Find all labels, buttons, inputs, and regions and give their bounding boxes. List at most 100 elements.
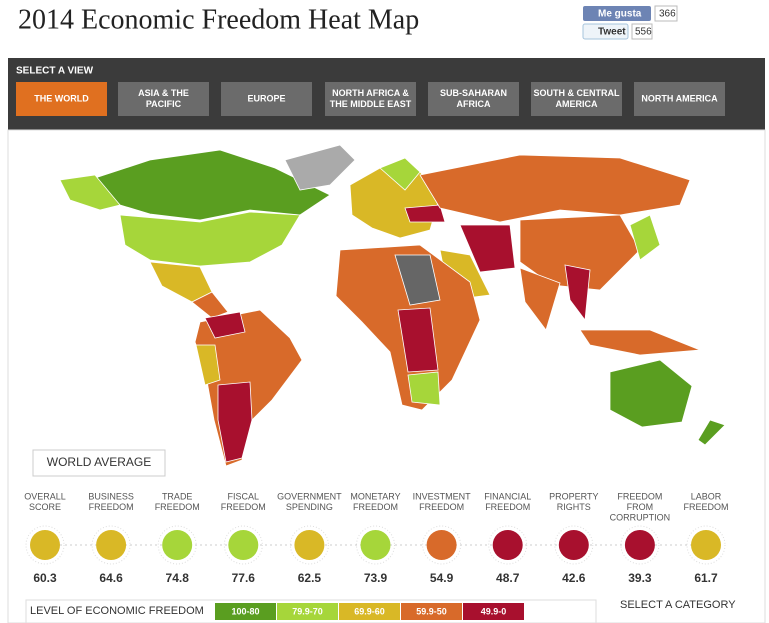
category-dot[interactable]	[360, 530, 391, 560]
view-tab-label[interactable]: NORTH AFRICA &	[332, 88, 409, 98]
legend-label: 79.9-70	[292, 606, 323, 616]
category-label[interactable]: FREEDOM	[155, 502, 200, 512]
category-label[interactable]: OVERALL	[24, 491, 66, 501]
category-score: 77.6	[232, 571, 256, 585]
category-label[interactable]: FISCAL	[228, 491, 260, 501]
category-label[interactable]: FREEDOM	[419, 502, 464, 512]
nav-heading: SELECT A VIEW	[16, 66, 94, 77]
view-tab-label[interactable]: SOUTH & CENTRAL	[534, 88, 620, 98]
category-label[interactable]: FREEDOM	[353, 502, 398, 512]
category-label[interactable]: PROPERTY	[549, 491, 598, 501]
region[interactable]	[191, 291, 229, 319]
category-dot[interactable]	[96, 530, 127, 560]
region[interactable]	[609, 359, 693, 428]
like-count-box	[654, 5, 678, 22]
category-label[interactable]: MONETARY	[350, 491, 400, 501]
view-tab[interactable]	[221, 82, 312, 116]
region[interactable]	[404, 204, 446, 223]
category-dot[interactable]	[691, 530, 721, 560]
category-dot[interactable]	[162, 530, 193, 560]
region[interactable]	[407, 371, 441, 406]
view-tab-label[interactable]: ASIA & THE	[138, 88, 189, 98]
region[interactable]	[204, 311, 246, 339]
view-tab[interactable]	[634, 82, 725, 116]
legend-swatch	[215, 603, 276, 620]
view-tab-label[interactable]: AFRICA	[457, 99, 491, 109]
view-tab-label[interactable]: THE MIDDLE EAST	[330, 99, 412, 109]
region[interactable]	[119, 211, 301, 267]
category-label[interactable]: SCORE	[29, 502, 61, 512]
category-dot[interactable]	[294, 530, 325, 560]
legend-label: 59.9-50	[416, 606, 447, 616]
legend-swatch	[339, 603, 400, 620]
category-label[interactable]: RIGHTS	[557, 502, 591, 512]
region[interactable]	[394, 254, 441, 306]
region[interactable]	[419, 154, 691, 223]
category-label[interactable]: FREEDOM	[221, 502, 266, 512]
view-tab[interactable]	[531, 82, 622, 116]
category-ring	[157, 525, 197, 565]
category-score: 74.8	[166, 571, 190, 585]
view-tab-label[interactable]: PACIFIC	[146, 99, 182, 109]
region[interactable]	[519, 214, 641, 291]
category-dot[interactable]	[624, 530, 655, 560]
category-label[interactable]: GOVERNMENT	[277, 491, 342, 501]
region[interactable]	[629, 214, 661, 261]
category-dot[interactable]	[426, 530, 457, 560]
category-dot[interactable]	[558, 530, 589, 560]
region[interactable]	[59, 174, 121, 211]
view-tab-label[interactable]: THE WORLD	[34, 93, 89, 103]
view-tab-label[interactable]: SUB-SAHARAN	[440, 88, 507, 98]
category-label[interactable]: FROM	[627, 502, 654, 512]
view-tab-label[interactable]: EUROPE	[247, 93, 285, 103]
region[interactable]	[397, 307, 439, 373]
region[interactable]	[697, 419, 726, 446]
view-tab-label[interactable]: AMERICA	[556, 99, 598, 109]
category-label[interactable]: CORRUPTION	[610, 512, 671, 522]
page-title: 2014 Economic Freedom Heat Map	[18, 4, 419, 35]
category-ring	[554, 525, 594, 565]
category-score: 73.9	[364, 571, 388, 585]
like-label[interactable]: Me gusta	[598, 9, 642, 20]
tweet-count-box	[631, 23, 653, 40]
category-label[interactable]: FREEDOM	[684, 502, 729, 512]
region[interactable]	[519, 267, 561, 331]
category-ring	[289, 525, 329, 565]
category-score: 60.3	[33, 571, 57, 585]
like-button[interactable]	[583, 6, 651, 21]
category-label[interactable]: SPENDING	[286, 502, 333, 512]
region[interactable]	[284, 144, 356, 191]
region[interactable]	[195, 344, 221, 386]
category-label[interactable]: INVESTMENT	[413, 491, 472, 501]
select-category[interactable]: SELECT A CATEGORY	[620, 599, 736, 611]
category-dot[interactable]	[30, 530, 60, 560]
view-tab[interactable]	[325, 82, 416, 116]
tweet-count: 556	[635, 27, 652, 38]
region[interactable]	[579, 329, 701, 356]
tweet-label[interactable]: Tweet	[598, 27, 626, 38]
category-label[interactable]: FREEDOM	[89, 502, 134, 512]
category-label[interactable]: FREEDOM	[485, 502, 530, 512]
category-ring	[356, 525, 395, 565]
category-score: 62.5	[298, 571, 322, 585]
view-tab-label[interactable]: NORTH AMERICA	[641, 93, 718, 103]
view-tab[interactable]	[428, 82, 519, 116]
region[interactable]	[217, 381, 253, 463]
category-score: 42.6	[562, 571, 586, 585]
view-tab[interactable]	[118, 82, 209, 116]
tweet-button[interactable]	[582, 23, 629, 40]
world-average-box	[32, 449, 166, 477]
region[interactable]	[459, 224, 516, 273]
category-label[interactable]: FREEDOM	[617, 491, 662, 501]
view-tab[interactable]	[16, 82, 107, 116]
region[interactable]	[379, 157, 421, 191]
category-label[interactable]: BUSINESS	[88, 491, 134, 501]
region[interactable]	[564, 264, 591, 322]
category-dot[interactable]	[492, 530, 523, 560]
category-label[interactable]: LABOR	[691, 491, 722, 501]
category-label[interactable]: FINANCIAL	[484, 491, 531, 501]
category-label[interactable]: TRADE	[162, 491, 193, 501]
category-dot[interactable]	[228, 530, 259, 560]
